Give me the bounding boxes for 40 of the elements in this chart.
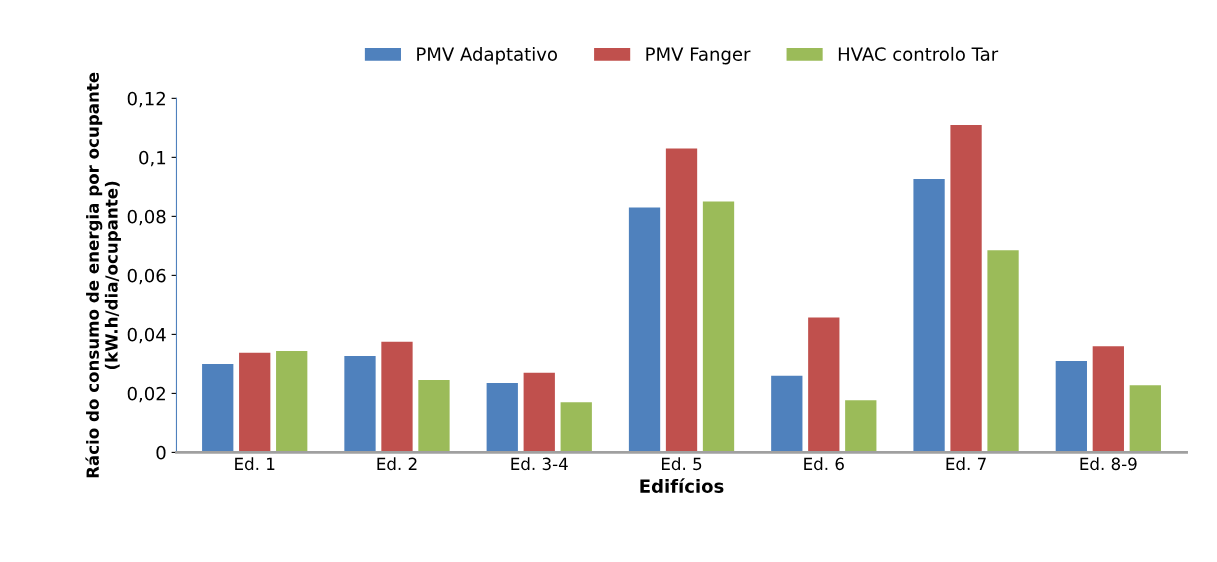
bar: [1055, 360, 1087, 453]
bar: [560, 402, 592, 453]
bar: [202, 363, 234, 453]
bar: [276, 350, 308, 453]
x-tick-label: Ed. 5: [662, 457, 702, 471]
x-tick-label: Ed. 2: [377, 457, 417, 471]
x-tick-label: Ed. 3-4: [511, 457, 568, 471]
bar: [771, 375, 803, 453]
y-tick-label: 0,08: [127, 209, 166, 226]
bar: [628, 207, 661, 453]
bar: [987, 250, 1019, 453]
x-axis-title: Edifícios: [640, 478, 724, 493]
bar: [344, 355, 376, 453]
bar: [418, 380, 450, 453]
y-tick-label: 0,04: [127, 327, 166, 344]
bar: [845, 400, 877, 453]
x-tick-label: Ed. 7: [946, 457, 986, 471]
bar: [1129, 385, 1161, 453]
y-tick-label: 0,02: [127, 386, 165, 403]
legend-label: HVAC controlo Tar: [838, 46, 999, 61]
bar: [239, 352, 271, 453]
bar: [913, 178, 945, 453]
x-tick-label: Ed. 6: [804, 457, 844, 471]
legend-label: PMV Adaptativo: [417, 46, 557, 65]
y-tick-label: 0,06: [127, 268, 166, 285]
bar: [665, 148, 698, 453]
legend-label: PMV Fanger: [646, 47, 751, 65]
y-tick-label: 0: [156, 445, 166, 460]
bar: [950, 124, 982, 453]
y-axis-title: Rácio do consumo de energia por ocupante (kW.h/dia/ocupante): [85, 72, 121, 478]
bar: [486, 383, 518, 453]
bar: [702, 201, 735, 453]
x-tick-label: Ed. 8-9: [1080, 457, 1137, 471]
bar: [523, 372, 555, 453]
x-tick-label: Ed. 1: [235, 457, 275, 471]
y-tick-label: 0,12: [127, 91, 165, 108]
bar: [808, 317, 840, 453]
y-tick-label: 0,1: [139, 150, 166, 167]
bar: [1092, 346, 1124, 453]
bar: [381, 341, 413, 453]
